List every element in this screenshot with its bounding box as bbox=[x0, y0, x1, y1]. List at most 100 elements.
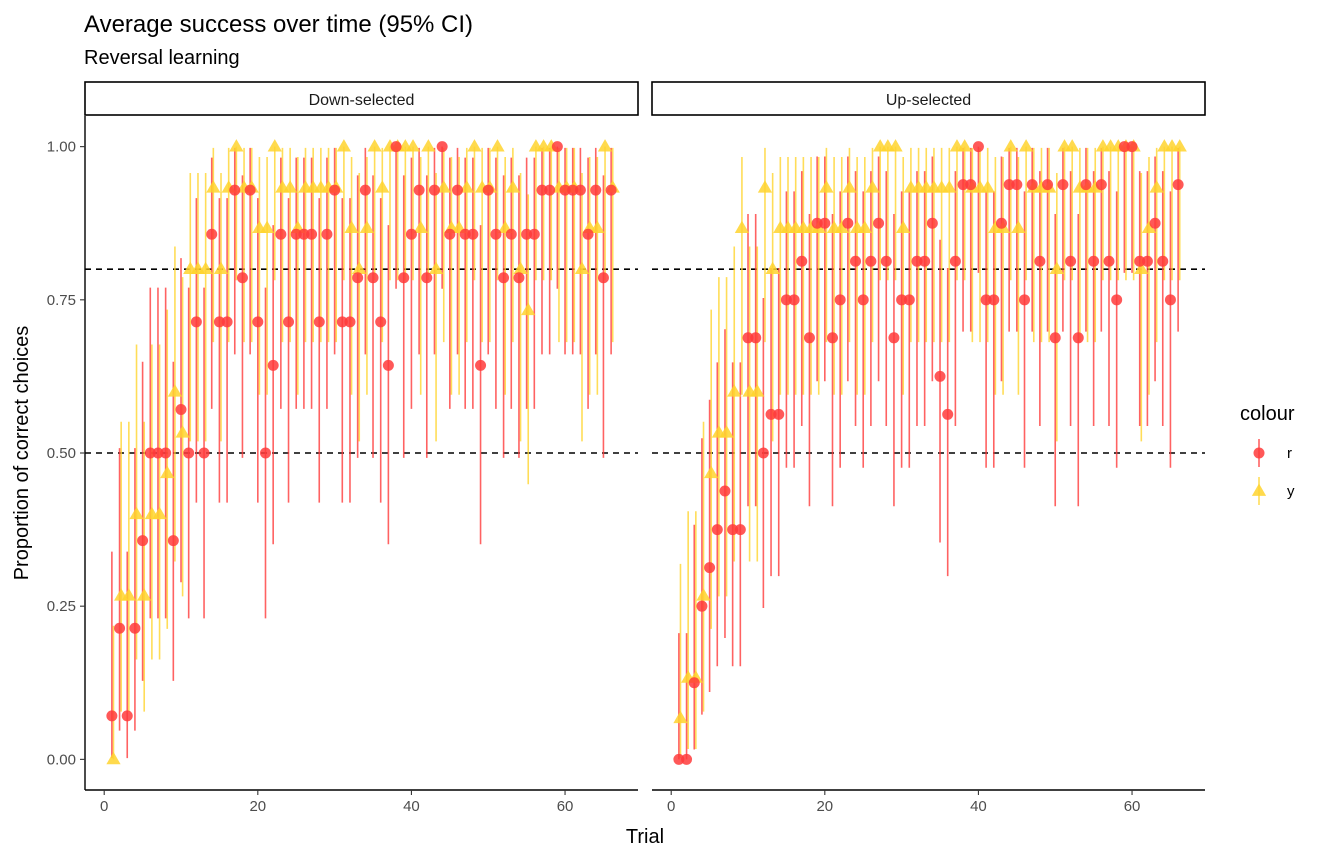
point-r bbox=[160, 447, 172, 459]
point-r bbox=[306, 228, 318, 240]
point-r bbox=[1164, 294, 1176, 306]
point-y bbox=[375, 180, 390, 193]
point-y bbox=[1011, 220, 1026, 234]
x-tick-label: 0 bbox=[100, 798, 108, 815]
point-r bbox=[1134, 255, 1146, 267]
point-r bbox=[137, 535, 149, 547]
panels: Down-selected 0.00 0.25 0.50 0.75 1.00 0 20 40 60… bbox=[47, 81, 1206, 815]
point-r bbox=[475, 359, 487, 371]
point-y bbox=[757, 180, 773, 193]
point-r bbox=[1019, 294, 1031, 306]
point-r bbox=[949, 255, 961, 267]
point-r bbox=[405, 228, 417, 240]
point-y bbox=[1065, 139, 1080, 152]
y-tick-label: 1.00 bbox=[47, 139, 76, 156]
point-r bbox=[1034, 255, 1046, 267]
point-r bbox=[873, 217, 885, 229]
point-r bbox=[329, 184, 341, 196]
point-r bbox=[129, 622, 141, 634]
point-r bbox=[1103, 255, 1115, 267]
legend-title: colour bbox=[1240, 403, 1295, 425]
point-r bbox=[1157, 255, 1169, 267]
point-y bbox=[1141, 220, 1157, 234]
point-r bbox=[980, 294, 992, 306]
point-r bbox=[727, 524, 739, 536]
point-y bbox=[865, 180, 880, 193]
point-r bbox=[336, 316, 348, 328]
point-r bbox=[673, 753, 685, 765]
point-y bbox=[206, 180, 221, 193]
point-r bbox=[850, 255, 862, 267]
point-y bbox=[137, 588, 152, 601]
x-tick-label: 20 bbox=[249, 798, 266, 815]
point-r bbox=[1126, 141, 1138, 153]
point-r bbox=[704, 562, 716, 574]
point-r bbox=[252, 316, 264, 328]
point-y bbox=[574, 261, 590, 275]
x-tick-label: 60 bbox=[557, 798, 574, 815]
point-r bbox=[398, 272, 410, 284]
point-r bbox=[259, 447, 271, 459]
point-r bbox=[244, 184, 256, 196]
point-r bbox=[826, 332, 838, 344]
points-r bbox=[673, 141, 1184, 765]
point-y bbox=[942, 180, 957, 193]
point-r bbox=[452, 184, 464, 196]
point-y bbox=[834, 220, 849, 234]
point-y bbox=[590, 220, 605, 234]
point-r bbox=[605, 184, 617, 196]
point-r bbox=[750, 332, 762, 344]
point-r bbox=[780, 294, 792, 306]
point-r bbox=[283, 316, 295, 328]
point-r bbox=[1088, 255, 1100, 267]
point-r bbox=[1065, 255, 1077, 267]
errorbars-y bbox=[112, 146, 614, 760]
point-y bbox=[436, 180, 451, 193]
point-y bbox=[283, 180, 298, 193]
point-y bbox=[1172, 139, 1187, 152]
point-r bbox=[428, 184, 440, 196]
point-y bbox=[213, 261, 229, 275]
point-r bbox=[536, 184, 548, 196]
point-r bbox=[734, 524, 746, 536]
point-r bbox=[788, 294, 800, 306]
point-r bbox=[359, 184, 371, 196]
point-r bbox=[590, 184, 602, 196]
point-r bbox=[1118, 141, 1130, 153]
points-r bbox=[106, 141, 617, 722]
point-r bbox=[1149, 217, 1161, 229]
point-y bbox=[505, 180, 520, 193]
chart-title: Average success over time (95% CI) bbox=[84, 11, 473, 38]
point-r bbox=[965, 179, 977, 191]
point-r bbox=[106, 710, 118, 722]
point-r bbox=[1026, 179, 1038, 191]
point-r bbox=[957, 179, 969, 191]
point-r bbox=[842, 217, 854, 229]
point-y bbox=[336, 139, 352, 152]
y-tick-label: 0.25 bbox=[47, 598, 76, 615]
point-y bbox=[888, 139, 903, 152]
point-y bbox=[521, 302, 536, 316]
point-y bbox=[750, 384, 765, 397]
point-r bbox=[919, 255, 931, 267]
point-r bbox=[742, 332, 754, 344]
point-r bbox=[482, 184, 494, 196]
y-tick-label: 0.00 bbox=[47, 751, 76, 768]
point-r bbox=[375, 316, 387, 328]
point-r bbox=[972, 141, 984, 153]
point-r bbox=[321, 228, 333, 240]
point-y bbox=[129, 506, 144, 520]
point-y bbox=[229, 139, 244, 152]
point-r bbox=[834, 294, 846, 306]
point-r bbox=[567, 184, 579, 196]
point-r bbox=[521, 228, 533, 240]
x-tick-label: 40 bbox=[970, 798, 987, 815]
point-r bbox=[597, 272, 609, 284]
point-r bbox=[121, 710, 133, 722]
point-r bbox=[888, 332, 900, 344]
x-tick-label: 0 bbox=[667, 798, 675, 815]
point-r bbox=[421, 272, 433, 284]
point-y bbox=[106, 751, 121, 765]
point-r bbox=[152, 447, 164, 459]
point-y bbox=[413, 220, 428, 234]
